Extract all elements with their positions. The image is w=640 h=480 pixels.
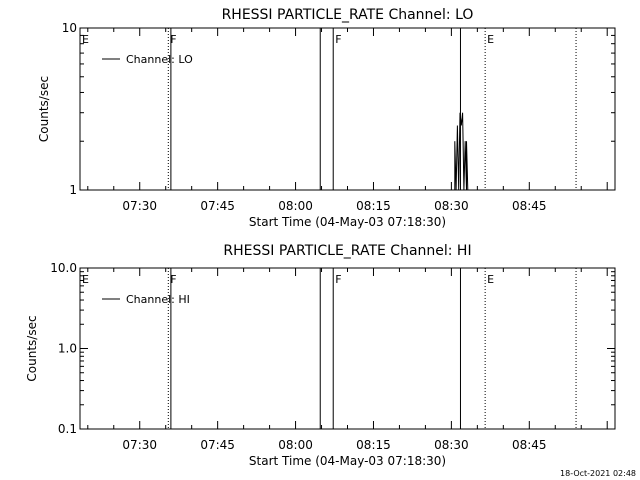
series-line xyxy=(454,112,469,191)
y-tick-label: 10 xyxy=(62,21,77,35)
y-axis-label: Counts/sec xyxy=(37,76,51,142)
flag-label: F xyxy=(170,273,176,286)
flag-label: F xyxy=(335,33,341,46)
x-tick-label: 08:00 xyxy=(278,199,313,213)
x-axis-label: Start Time (04-May-03 07:18:30) xyxy=(249,215,446,229)
x-tick-label: 08:30 xyxy=(434,199,469,213)
x-tick-label: 08:30 xyxy=(434,438,469,452)
flag-label: E xyxy=(487,33,494,46)
x-tick-label: 08:15 xyxy=(356,438,391,452)
flag-label: E xyxy=(487,273,494,286)
flag-label: E xyxy=(82,273,89,286)
panel-lo-channel: RHESSI PARTICLE_RATE Channel: LO 07:30 07:… xyxy=(37,7,616,229)
chart-title: RHESSI PARTICLE_RATE Channel: LO xyxy=(222,7,474,23)
legend-label: Channel: HI xyxy=(126,293,190,306)
y-tick-label: 1.0 xyxy=(58,342,77,356)
x-tick-label: 07:45 xyxy=(200,199,235,213)
footer-timestamp: 18-Oct-2021 02:48 xyxy=(560,469,636,478)
flag-label: F xyxy=(335,273,341,286)
chart-title: RHESSI PARTICLE_RATE Channel: HI xyxy=(223,243,471,259)
x-tick-label: 08:45 xyxy=(512,199,547,213)
flag-label: F xyxy=(170,33,176,46)
x-tick-label: 08:00 xyxy=(278,438,313,452)
flag-label: E xyxy=(82,33,89,46)
legend-label: Channel: LO xyxy=(126,53,193,66)
x-tick-label: 08:45 xyxy=(512,438,547,452)
x-axis-label: Start Time (04-May-03 07:18:30) xyxy=(249,454,446,468)
y-tick-label: 1 xyxy=(69,183,77,197)
y-axis-label: Counts/sec xyxy=(25,315,39,381)
x-tick-label: 07:45 xyxy=(200,438,235,452)
y-tick-label: 0.1 xyxy=(58,422,77,436)
x-tick-label: 07:30 xyxy=(122,199,157,213)
x-tick-label: 07:30 xyxy=(122,438,157,452)
y-tick-label: 10.0 xyxy=(50,261,77,275)
panel-hi-channel: RHESSI PARTICLE_RATE Channel: HI 07:30 07:… xyxy=(25,243,616,468)
x-tick-label: 08:15 xyxy=(356,199,391,213)
